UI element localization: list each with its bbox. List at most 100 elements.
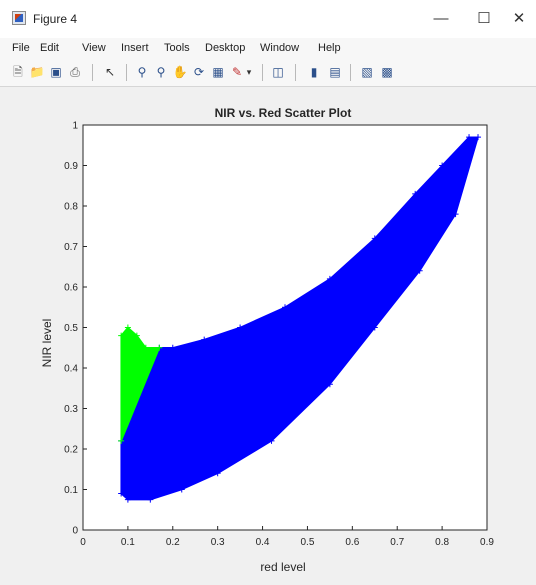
scatter-point bbox=[326, 381, 333, 388]
scatter-point bbox=[439, 162, 446, 169]
scatter-point bbox=[264, 377, 271, 384]
scatter-point bbox=[183, 433, 190, 440]
scatter-point bbox=[237, 324, 244, 331]
scatter-point bbox=[118, 490, 125, 497]
menu-window[interactable]: Window bbox=[260, 42, 300, 54]
scatter-point bbox=[412, 190, 419, 197]
y-tick-label: 0.8 bbox=[64, 202, 78, 213]
toolbar-separator bbox=[126, 64, 127, 81]
scatter-point bbox=[142, 344, 149, 351]
edit-plot-icon[interactable]: ↖ bbox=[104, 65, 116, 79]
pan-icon[interactable]: ✋ bbox=[172, 65, 188, 79]
x-tick-label: 0.4 bbox=[256, 537, 270, 548]
x-axis-label: red level bbox=[260, 560, 305, 574]
x-tick-label: 0.6 bbox=[345, 537, 359, 548]
x-tick-label: 0.2 bbox=[166, 537, 180, 548]
scatter-point bbox=[452, 211, 459, 218]
x-tick-label: 0.1 bbox=[121, 537, 135, 548]
scatter-point bbox=[201, 336, 208, 343]
chart-title: NIR vs. Red Scatter Plot bbox=[215, 106, 352, 120]
link-plot-icon[interactable]: ◫ bbox=[272, 65, 284, 79]
colorbar-icon[interactable]: ▮ bbox=[310, 65, 318, 79]
scatter-chart: 0 0.1 0.2 0.3 0.4 0.5 0.6 0.7 0.8 0.9 00.10.20.30… bbox=[40, 106, 494, 574]
x-axis: 0 0.1 0.2 0.3 0.4 0.5 0.6 0.7 0.8 0.9 bbox=[80, 526, 494, 548]
hide-plot-tools-icon[interactable]: ▧ bbox=[361, 65, 373, 79]
scatter-point bbox=[371, 235, 378, 242]
y-axis-label: NIR level bbox=[40, 319, 54, 368]
menu-desktop[interactable]: Desktop bbox=[205, 42, 246, 54]
x-tick-label: 0.9 bbox=[480, 537, 494, 548]
x-tick-label: 0.5 bbox=[300, 537, 314, 548]
zoom-out-icon[interactable]: ⚲ bbox=[156, 65, 166, 79]
scatter-point bbox=[169, 344, 176, 351]
y-tick-label: 0.7 bbox=[64, 242, 78, 253]
close-icon[interactable]: ✕ bbox=[512, 10, 526, 27]
brush-icon[interactable]: ✎ bbox=[231, 65, 243, 79]
menu-help[interactable]: Help bbox=[318, 42, 341, 54]
y-axis: 0 0.1 0.2 0.3 0.4 0.5 0.6 0.7 0.8 0.9 1 bbox=[64, 121, 87, 537]
x-tick-label: 0.7 bbox=[390, 537, 404, 548]
scatter-point bbox=[178, 486, 185, 493]
window-title: Figure 4 bbox=[33, 12, 78, 26]
scatter-point bbox=[214, 425, 221, 432]
brush-dropdown-icon[interactable]: ▾ bbox=[246, 67, 252, 77]
data-cursor-icon[interactable]: ▦ bbox=[212, 65, 224, 79]
y-tick-label: 1 bbox=[72, 121, 78, 132]
new-figure-icon[interactable]: 🗎 bbox=[13, 65, 23, 79]
legend-icon[interactable]: ▤ bbox=[329, 65, 341, 79]
y-tick-label: 0.1 bbox=[64, 485, 78, 496]
maximize-icon[interactable]: ☐ bbox=[477, 10, 491, 27]
scatter-point bbox=[268, 437, 275, 444]
menu-tools[interactable]: Tools bbox=[164, 42, 190, 54]
toolbar-separator bbox=[350, 64, 351, 81]
figure-canvas: 0 0.1 0.2 0.3 0.4 0.5 0.6 0.7 0.8 0.9 0 0.1 0.2 0.3 0… bbox=[0, 87, 536, 580]
y-tick-label: 0.6 bbox=[64, 283, 78, 294]
scatter-point bbox=[466, 134, 473, 141]
scatter-point bbox=[118, 332, 125, 339]
minimize-icon[interactable]: — bbox=[433, 9, 449, 27]
matlab-figure-icon bbox=[12, 11, 26, 25]
scatter-point bbox=[133, 332, 140, 339]
scatter-point bbox=[250, 401, 257, 408]
scatter-point bbox=[371, 324, 378, 331]
y-tick-label: 0.4 bbox=[64, 364, 78, 375]
x-tick-label: 0 bbox=[80, 537, 86, 548]
rotate-3d-icon[interactable]: ⟳ bbox=[193, 65, 205, 79]
scatter-points bbox=[118, 134, 482, 503]
scatter-point bbox=[326, 275, 333, 282]
scatter-point bbox=[214, 413, 221, 420]
scatter-point bbox=[187, 446, 194, 452]
toolbar-separator bbox=[262, 64, 263, 81]
toolbar-separator bbox=[295, 64, 296, 81]
menu-edit[interactable]: Edit bbox=[40, 42, 59, 54]
y-tick-label: 0.9 bbox=[64, 161, 78, 172]
open-file-icon[interactable]: 📁 bbox=[29, 65, 45, 79]
save-icon[interactable]: ▣ bbox=[50, 65, 62, 79]
menu-insert[interactable]: Insert bbox=[121, 42, 149, 54]
scatter-point bbox=[118, 437, 125, 444]
x-tick-label: 0.8 bbox=[435, 537, 449, 548]
scatter-point bbox=[214, 470, 221, 477]
window-titlebar: Figure 4 — ☐ ✕ bbox=[0, 0, 536, 38]
y-tick-label: 0.3 bbox=[64, 404, 78, 415]
scatter-point bbox=[147, 496, 154, 503]
scatter-point bbox=[416, 267, 423, 274]
scatter-point bbox=[273, 381, 280, 388]
y-tick-label: 0.2 bbox=[64, 445, 78, 456]
scatter-point bbox=[255, 393, 262, 400]
scatter-point bbox=[124, 496, 131, 503]
scatter-point bbox=[475, 134, 482, 141]
menu-file[interactable]: File bbox=[12, 42, 30, 54]
scatter-point bbox=[124, 324, 131, 331]
scatter-point bbox=[282, 304, 288, 311]
menu-view[interactable]: View bbox=[82, 42, 106, 54]
menu-bar: File Edit View Insert Tools Desktop Wind… bbox=[0, 38, 536, 60]
print-icon[interactable]: ⎙ bbox=[70, 65, 80, 79]
show-plot-tools-icon[interactable]: ▩ bbox=[381, 65, 393, 79]
zoom-in-icon[interactable]: ⚲ bbox=[137, 65, 147, 79]
scatter-point bbox=[156, 344, 163, 351]
figure-toolbar: 🗎 📁 ▣ ⎙ ↖ ⚲ ⚲ ✋ ⟳ ▦ ✎ ▾ ◫ ▮ ▤ ▧ ▩ bbox=[0, 60, 536, 87]
x-tick-label: 0.3 bbox=[211, 537, 225, 548]
y-tick-label: 0 bbox=[72, 526, 78, 537]
toolbar-separator bbox=[92, 64, 93, 81]
